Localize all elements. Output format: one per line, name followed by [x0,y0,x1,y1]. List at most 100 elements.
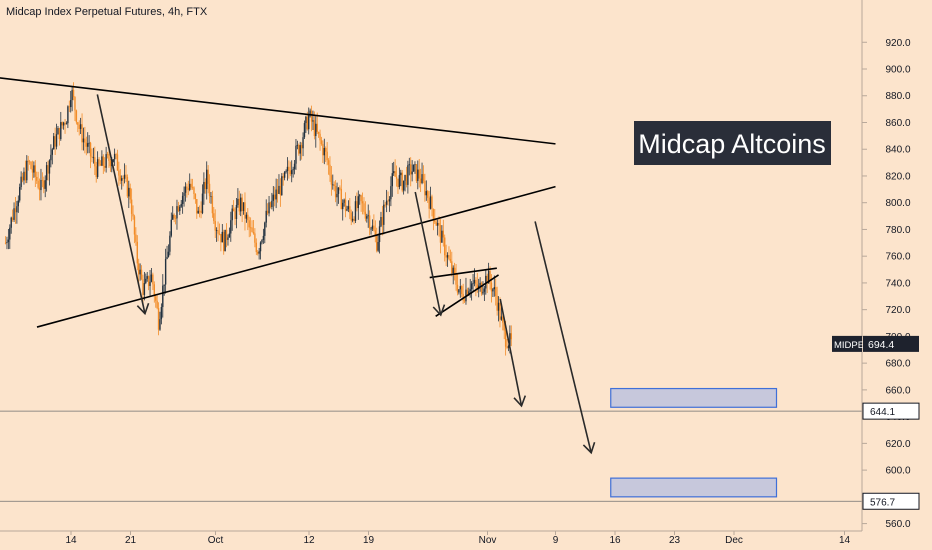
candle-body [402,180,405,191]
candle-body [150,274,153,282]
candle-body [370,228,372,230]
candle-body [286,166,289,172]
arrow-shaft [96,94,146,314]
candle-body [27,160,29,162]
candle-body [479,282,481,286]
x-tick-label: 21 [125,535,137,546]
candle-body [225,229,228,240]
candle-body [276,189,279,194]
chart-title: Midcap Index Perpetual Futures, 4h, FTX [6,6,208,18]
y-tick-label: 720.0 [885,305,910,316]
candle-body [183,192,185,196]
candle-body [169,235,171,252]
candle-body [504,330,507,347]
level-price-label: 644.1 [870,407,895,418]
candle-body [135,234,137,242]
arrow-shaft [414,191,442,316]
candle-body [456,284,459,293]
candle-body [194,193,197,200]
candle-body [123,174,126,179]
candle-body [220,234,222,243]
candle-body [427,191,429,198]
candle-body [84,138,86,143]
candle-body [422,174,425,181]
candle-body [316,123,318,132]
candle-body [125,174,127,177]
y-tick-label: 660.0 [885,385,910,396]
x-tick-label: 19 [363,535,375,546]
candle-body [132,213,134,217]
candle-body [473,279,476,284]
candle-body [421,174,423,184]
candle-body [353,218,355,221]
candle-body [470,283,473,290]
candle-body [320,140,323,144]
annotation-box: Midcap Altcoins [634,121,831,165]
x-tick-label: 23 [669,535,681,546]
candle-body [118,170,120,176]
candle-body [493,287,495,290]
candle-body [128,187,130,197]
candle-body [346,209,348,211]
candle-body [332,184,334,186]
candle-body [48,160,51,174]
candle-body [368,215,371,229]
candle-body [65,123,68,125]
candle-body [51,149,53,155]
candle-body [419,178,422,184]
candle-body [319,133,321,141]
candle-body [54,136,56,147]
target-zones [610,387,778,498]
candle-body [441,230,443,243]
candle-body [258,251,260,254]
candle-body [415,164,418,181]
candle-body [411,171,413,175]
x-tick-label: Dec [725,535,743,546]
y-tick-label: 900.0 [885,65,910,76]
candle-body [492,289,494,292]
candle-body [201,193,204,214]
candle-body [11,217,14,220]
candle-body [487,270,490,284]
candle-body [95,166,97,178]
candle-body [288,166,290,171]
candle-body [109,161,112,167]
candle-body [227,237,229,240]
price-axis[interactable] [862,0,932,550]
candle-body [308,115,310,130]
candle-body [293,163,296,170]
candle-body [57,128,59,135]
candle-body [444,237,446,256]
candle-body [138,263,140,275]
candle-body [249,227,252,229]
candle-body [70,100,72,108]
candle-body [455,273,457,285]
candle-body [395,176,398,179]
candle-body [495,287,497,297]
candle-body [113,154,116,160]
candle-body [339,187,341,189]
candle-body [55,134,58,147]
candle-body [33,165,35,173]
candle-body [20,176,22,188]
candle-body [17,200,19,207]
x-tick-label: 14 [839,535,851,546]
price-candles [4,82,512,356]
candle-body [179,206,181,212]
candle-body [163,284,165,286]
candle-body [262,235,265,240]
candle-body [204,181,206,190]
arrow-head [136,303,150,316]
candle-body [449,258,452,262]
candle-body [173,214,175,219]
time-axis[interactable] [0,531,932,550]
candle-body [166,256,168,259]
candle-body [60,122,62,140]
candle-body [282,176,284,178]
candle-body [272,194,274,201]
level-price-label: 576.7 [870,497,895,508]
candle-body [476,284,478,289]
candle-body [428,197,430,209]
symbol-label: MIDPERP [834,340,877,351]
candle-body [462,293,464,301]
